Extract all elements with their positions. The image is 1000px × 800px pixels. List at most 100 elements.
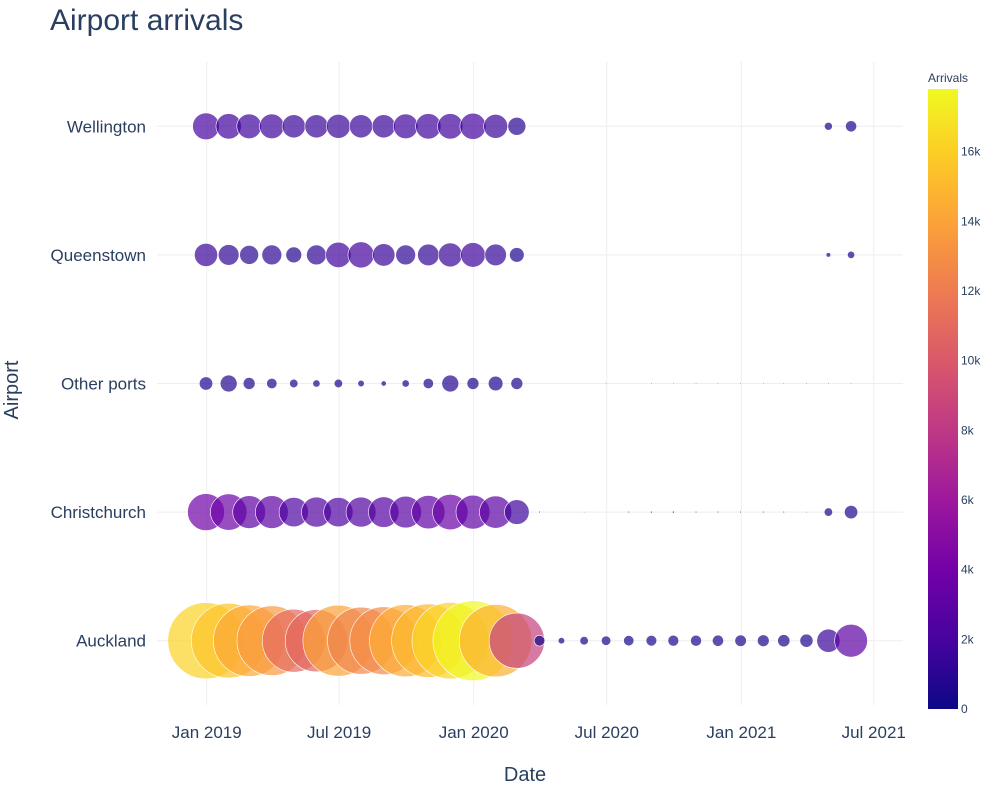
bubble-point[interactable] (509, 247, 525, 263)
bubble-point[interactable] (538, 510, 541, 514)
bubble-point[interactable] (672, 510, 675, 514)
bubble-point[interactable] (805, 382, 808, 385)
bubble-point[interactable] (712, 634, 724, 647)
colorbar-tick-label: 4k (961, 563, 975, 577)
bubble-point[interactable] (347, 241, 375, 269)
bubble-point[interactable] (583, 511, 586, 514)
bubble-point[interactable] (739, 510, 742, 514)
bubble-point[interactable] (306, 244, 327, 266)
bubble-point[interactable] (627, 510, 630, 514)
bubble-point[interactable] (739, 382, 742, 385)
bubble-point[interactable] (371, 114, 396, 139)
bubble-point[interactable] (326, 114, 351, 139)
bubble-point[interactable] (417, 243, 440, 267)
bubble-point[interactable] (847, 250, 856, 259)
bubble-point[interactable] (437, 242, 463, 268)
bubble-point[interactable] (533, 635, 546, 647)
bubble-point[interactable] (333, 378, 343, 389)
bubble-point[interactable] (757, 634, 770, 647)
colorbar-tick-label: 12k (961, 284, 981, 298)
bubble-point[interactable] (236, 113, 262, 139)
bubble-point[interactable] (393, 113, 419, 139)
bubble-point[interactable] (690, 634, 702, 647)
bubble-point[interactable] (281, 114, 306, 139)
bubble-point[interactable] (716, 382, 719, 385)
bubble-point[interactable] (239, 245, 259, 265)
bubble-point[interactable] (194, 242, 218, 267)
bubble-point[interactable] (782, 510, 785, 514)
colorbar-tick-labels: 0 2k 4k 6k 8k 10k 12k 14k 16k (961, 145, 981, 716)
bubble-point[interactable] (695, 382, 698, 385)
bubble-point[interactable] (762, 382, 765, 385)
bubble-point[interactable] (312, 379, 321, 388)
bubble-point[interactable] (380, 380, 387, 387)
bubble-point[interactable] (777, 634, 791, 648)
bubble-point[interactable] (694, 510, 698, 514)
bubble-point[interactable] (601, 635, 612, 646)
bubble-point[interactable] (667, 634, 680, 647)
bubble-point[interactable] (401, 379, 410, 388)
bubble-point[interactable] (217, 244, 240, 266)
bubble-point[interactable] (259, 113, 285, 139)
bubble-point[interactable] (645, 635, 658, 647)
colorbar-tick-label: 6k (961, 493, 975, 507)
bubble-point[interactable] (357, 379, 365, 388)
bubble-point[interactable] (325, 241, 352, 268)
bubble-point[interactable] (827, 382, 830, 385)
bubble-point[interactable] (579, 636, 589, 646)
bubble-point[interactable] (372, 243, 396, 267)
bubble-point[interactable] (507, 117, 527, 136)
bubble-point[interactable] (219, 374, 238, 393)
bubble-point[interactable] (483, 114, 508, 139)
bubble-point[interactable] (844, 505, 859, 520)
y-tick-label: Queenstown (51, 246, 146, 265)
bubble-point[interactable] (799, 633, 814, 648)
bubble-point[interactable] (304, 114, 329, 139)
bubble-point[interactable] (198, 376, 214, 391)
x-tick-label: Jul 2021 (842, 723, 906, 742)
bubble-point[interactable] (825, 252, 832, 258)
bubble-point[interactable] (441, 374, 460, 393)
bubble-point[interactable] (422, 378, 434, 389)
bubble-point[interactable] (762, 510, 765, 514)
y-tick-label: Auckland (76, 632, 146, 651)
bubble-point[interactable] (460, 242, 486, 268)
bubble-point[interactable] (650, 510, 653, 514)
bubble-point[interactable] (716, 510, 720, 514)
bubble-point[interactable] (415, 113, 442, 140)
bubble-point[interactable] (466, 377, 480, 390)
colorbar-tick-label: 0 (961, 702, 968, 716)
bubble-point[interactable] (289, 378, 299, 389)
bubble-point[interactable] (823, 507, 833, 517)
bubble-point[interactable] (672, 382, 675, 385)
bubble-point[interactable] (510, 377, 524, 390)
bubble-point[interactable] (484, 243, 507, 267)
bubble-point[interactable] (824, 121, 833, 131)
bubble-point[interactable] (834, 623, 868, 658)
bubble-point[interactable] (650, 382, 653, 385)
bubble-point[interactable] (487, 375, 504, 392)
colorbar-tick-label: 14k (961, 214, 981, 228)
bubble-point[interactable] (850, 382, 853, 385)
bubble-point[interactable] (782, 382, 785, 385)
bubble-point[interactable] (266, 378, 278, 389)
bubble-point[interactable] (285, 246, 302, 264)
x-tick-label: Jan 2020 (439, 723, 509, 742)
bubble-point[interactable] (557, 637, 566, 645)
bubble-point[interactable] (242, 377, 256, 390)
bubble-point[interactable] (805, 511, 808, 514)
bubble-point[interactable] (605, 382, 608, 385)
bubble-point[interactable] (459, 112, 487, 140)
bubble-point[interactable] (734, 634, 747, 647)
bubble-point[interactable] (845, 120, 857, 133)
bubble-point[interactable] (504, 499, 530, 525)
y-tick-label: Wellington (67, 117, 146, 136)
bubble-point[interactable] (349, 114, 373, 139)
bubble-point[interactable] (437, 113, 464, 140)
bubble-point[interactable] (395, 244, 416, 266)
y-tick-label: Other ports (61, 375, 146, 394)
x-tick-labels: Jan 2019 Jul 2019 Jan 2020 Jul 2020 Jan 2021… (172, 723, 906, 742)
bubble-point[interactable] (623, 635, 635, 647)
bubble-point[interactable] (192, 112, 220, 141)
bubble-point[interactable] (261, 244, 283, 266)
